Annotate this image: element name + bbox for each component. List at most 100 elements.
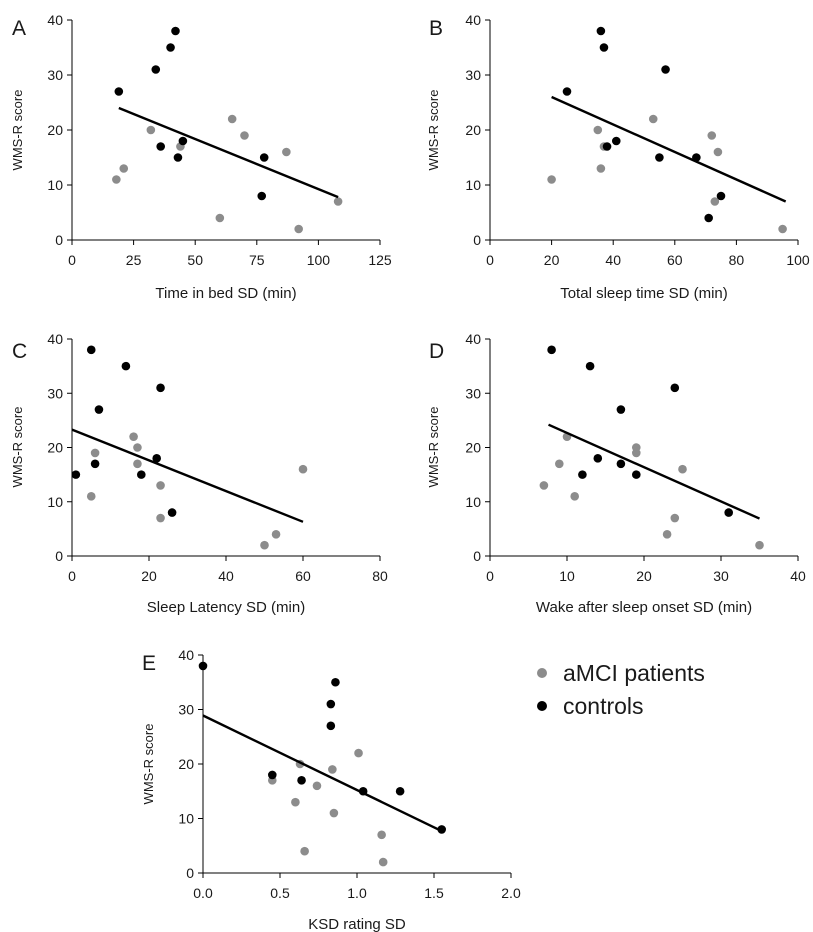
x-tick-label: 60 <box>667 252 683 268</box>
patient-point <box>378 857 388 867</box>
patient-point <box>133 459 142 469</box>
control-point <box>94 405 104 414</box>
control-point <box>178 136 188 146</box>
patient-point <box>593 125 603 135</box>
control-point <box>632 470 641 479</box>
control-point <box>71 470 81 479</box>
y-tick-label: 30 <box>465 385 481 401</box>
control-point <box>137 470 146 479</box>
patient-point <box>648 114 658 124</box>
patient-point <box>300 846 309 856</box>
y-tick-label: 10 <box>47 494 63 510</box>
y-tick-label: 30 <box>465 67 481 83</box>
control-point <box>151 65 161 74</box>
patient-point <box>713 147 723 157</box>
patient-point <box>329 808 339 818</box>
x-tick-label: 50 <box>187 252 203 268</box>
y-tick-label: 40 <box>465 12 481 28</box>
x-tick-label: 100 <box>786 252 810 268</box>
control-point <box>562 87 572 96</box>
patient-point <box>570 492 579 501</box>
patient-point <box>539 481 549 490</box>
patient-point <box>260 540 269 550</box>
x-tick-label: 0 <box>486 252 494 268</box>
control-point <box>198 661 208 671</box>
y-axis-title: WMS-R score <box>426 407 441 488</box>
y-tick-label: 10 <box>465 494 481 510</box>
x-tick-label: 0.0 <box>193 885 213 901</box>
patient-point <box>678 464 687 474</box>
patient-point <box>291 797 300 807</box>
control-point <box>114 87 124 96</box>
patient-point <box>662 530 672 539</box>
y-tick-label: 10 <box>47 177 63 193</box>
x-axis-title: KSD rating SD <box>308 916 406 932</box>
patient-point <box>133 443 142 452</box>
y-tick-label: 10 <box>178 811 194 827</box>
control-point <box>331 677 340 687</box>
patient-point <box>632 448 641 458</box>
panel-letter: A <box>12 17 26 40</box>
panel-letter: C <box>12 340 27 363</box>
x-tick-label: 20 <box>636 568 652 584</box>
control-point <box>259 153 269 162</box>
y-tick-label: 0 <box>473 548 481 564</box>
patient-point <box>298 464 308 474</box>
y-tick-label: 20 <box>47 440 63 456</box>
y-axis-title: WMS-R score <box>10 407 25 488</box>
x-tick-label: 0 <box>486 568 494 584</box>
control-point <box>156 142 166 151</box>
panel-letter: D <box>429 340 444 363</box>
patient-point <box>547 175 556 184</box>
x-axis-title: Sleep Latency SD (min) <box>147 599 305 616</box>
control-point <box>599 43 609 52</box>
patient-point <box>294 224 303 234</box>
y-axis-title: WMS-R score <box>10 90 25 171</box>
control-point <box>602 142 612 151</box>
legend-marker-patients <box>537 668 547 678</box>
legend: aMCI patients controls <box>537 660 705 719</box>
x-tick-label: 40 <box>605 252 621 268</box>
x-tick-label: 20 <box>544 252 560 268</box>
regression-line <box>71 428 304 523</box>
x-axis-title: Wake after sleep onset SD (min) <box>536 599 752 616</box>
control-point <box>166 43 175 52</box>
patient-point <box>227 114 237 124</box>
y-tick-label: 0 <box>55 232 63 248</box>
y-tick-label: 0 <box>186 865 194 881</box>
panel-c: C 0 10 20 30 40 0 20 40 60 80 Sleep Latency SD (min… <box>10 331 388 616</box>
y-tick-label: 20 <box>465 122 481 138</box>
x-tick-label: 25 <box>126 252 142 268</box>
control-point <box>724 508 733 517</box>
y-tick-label: 40 <box>47 12 63 28</box>
patient-point <box>215 213 225 223</box>
x-tick-label: 30 <box>713 568 729 584</box>
y-tick-label: 20 <box>47 122 63 138</box>
patient-point <box>129 432 138 441</box>
y-tick-label: 0 <box>55 548 63 564</box>
x-tick-label: 1.0 <box>347 885 367 901</box>
x-tick-label: 80 <box>372 568 388 584</box>
control-point <box>121 361 131 371</box>
x-tick-label: 0 <box>68 568 76 584</box>
panel-b: B 0 10 20 30 40 0 20 40 60 80 100 Total sleep time S… <box>426 12 810 302</box>
patient-point <box>710 197 720 206</box>
y-axis-title: WMS-R score <box>141 724 156 805</box>
control-point <box>257 191 267 201</box>
x-tick-label: 0.5 <box>270 885 290 901</box>
x-axis-title: Total sleep time SD (min) <box>560 285 728 302</box>
control-point <box>437 825 447 834</box>
patient-point <box>707 131 717 140</box>
patient-point <box>312 781 322 791</box>
control-point <box>670 383 680 393</box>
y-tick-label: 40 <box>178 647 194 663</box>
patient-point <box>354 748 363 758</box>
control-point <box>596 26 606 36</box>
x-tick-label: 80 <box>729 252 745 268</box>
control-point <box>167 508 177 517</box>
control-point <box>611 136 621 146</box>
control-point <box>716 191 726 201</box>
control-point <box>655 153 664 162</box>
x-tick-label: 1.5 <box>424 885 444 901</box>
patient-point <box>156 513 165 523</box>
